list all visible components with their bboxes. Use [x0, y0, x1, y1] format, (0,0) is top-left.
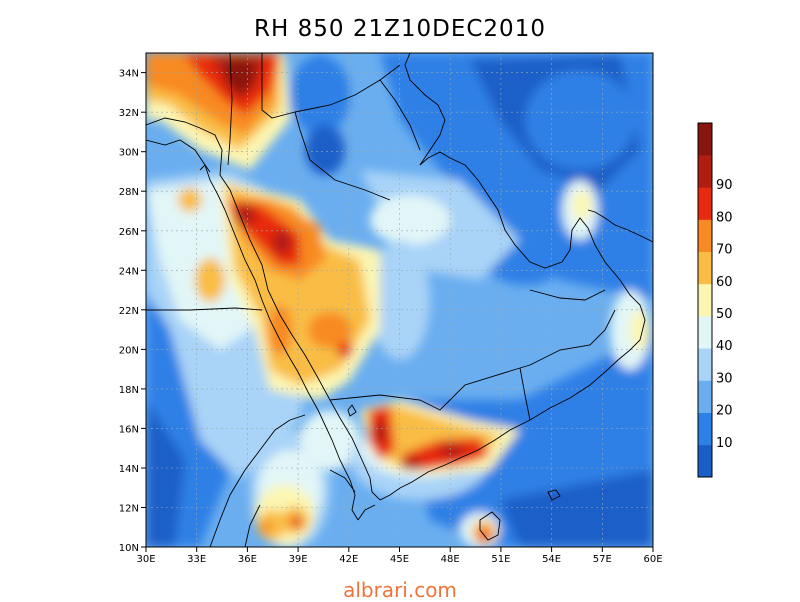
coastlines: [146, 53, 653, 541]
lat-label: 10N: [119, 543, 139, 554]
tick-marks: [141, 72, 654, 552]
watermark-link[interactable]: albrari.com: [343, 578, 457, 602]
lat-label: 22N: [119, 306, 139, 317]
colorbar-swatch: [698, 412, 712, 446]
colorbar: 10 20 30 40 50 60 70 80 90: [697, 122, 733, 478]
lon-label: 39E: [289, 554, 308, 565]
colorbar-swatch: [698, 155, 712, 188]
colorbar-swatch: [698, 251, 712, 285]
lon-label: 48E: [441, 554, 460, 565]
lat-label: 30N: [119, 148, 139, 159]
colorbar-swatch: [698, 444, 712, 478]
colorbar-swatch: [698, 348, 712, 381]
lat-label: 14N: [119, 464, 139, 475]
lon-label: 45E: [390, 554, 409, 565]
colorbar-swatch: [698, 283, 712, 317]
colorbar-labels: 10 20 30 40 50 60 70 80 90: [716, 178, 733, 451]
colorbar-label: 10: [716, 436, 733, 451]
lon-label: 36E: [238, 554, 257, 565]
colorbar-label: 90: [716, 178, 733, 193]
colorbar-swatch: [698, 316, 712, 349]
lat-label: 34N: [119, 69, 139, 80]
colorbar-swatch: [698, 123, 712, 156]
lon-label: 51E: [491, 554, 510, 565]
colorbar-label: 50: [716, 307, 733, 322]
lat-label: 18N: [119, 385, 139, 396]
colorbar-label: 70: [716, 243, 733, 258]
colorbar-label: 60: [716, 275, 733, 290]
lat-label: 32N: [119, 108, 139, 119]
lat-label: 20N: [119, 345, 139, 356]
lon-label: 54E: [542, 554, 561, 565]
colorbar-swatch: [698, 380, 712, 413]
humidity-field: [146, 53, 653, 547]
longitude-labels: 30E 33E 36E 39E 42E 45E 48E 51E 54E 57E …: [136, 554, 662, 565]
colorbar-swatch: [698, 187, 712, 220]
lon-label: 57E: [593, 554, 612, 565]
lon-label: 33E: [187, 554, 206, 565]
lat-label: 26N: [119, 227, 139, 238]
colorbar-swatch: [698, 219, 712, 253]
lat-label: 16N: [119, 424, 139, 435]
lon-label: 30E: [136, 554, 155, 565]
lon-label: 42E: [339, 554, 358, 565]
colorbar-swatches: [698, 123, 712, 478]
grid-lines: [146, 53, 653, 547]
lat-label: 24N: [119, 266, 139, 277]
lat-label: 28N: [119, 187, 139, 198]
latitude-labels: 10N 12N 14N 16N 18N 20N 22N 24N 26N 28N …: [119, 69, 139, 554]
colorbar-frame: [697, 122, 713, 478]
lon-label: 60E: [643, 554, 662, 565]
chart-title: RH 850 21Z10DEC2010: [254, 16, 546, 42]
colorbar-label: 40: [716, 339, 733, 354]
lat-label: 12N: [119, 504, 139, 515]
colorbar-label: 30: [716, 371, 733, 386]
colorbar-label: 80: [716, 210, 733, 225]
country-borders: [146, 53, 616, 547]
colorbar-label: 20: [716, 404, 733, 419]
